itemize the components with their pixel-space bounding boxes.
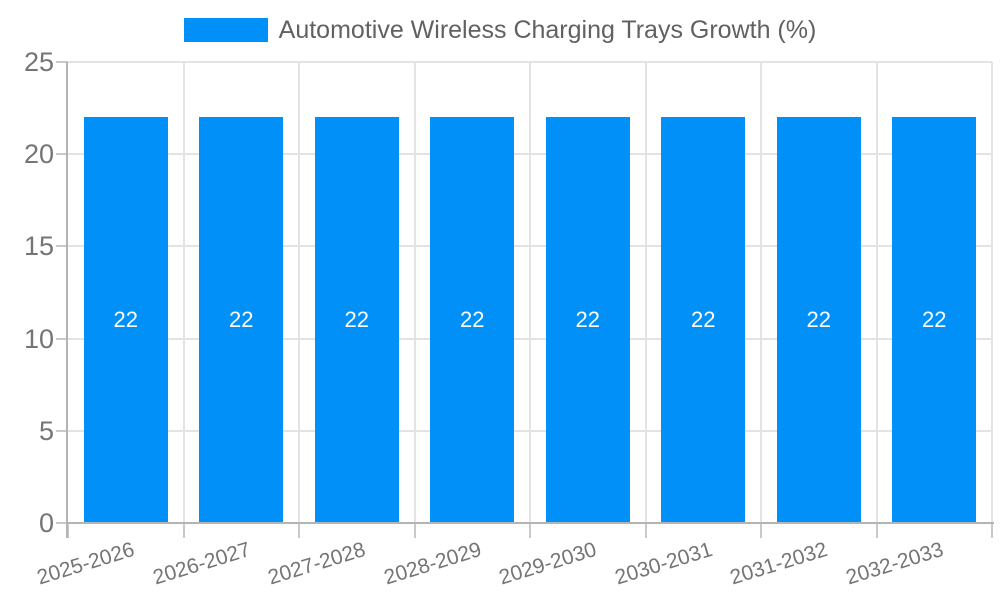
legend-label: Automotive Wireless Charging Trays Growt…: [278, 16, 817, 44]
x-tick-mark: [760, 523, 762, 538]
y-tick-mark: [56, 153, 68, 156]
y-axis-tick-label: 0: [38, 508, 54, 538]
x-gridline: [991, 62, 993, 523]
bar-value-label: 22: [229, 307, 254, 333]
x-axis-tick-label: 2026-2027: [150, 538, 253, 590]
bar-value-label: 22: [806, 307, 831, 333]
y-tick-mark: [56, 245, 68, 248]
x-axis-line: [66, 522, 994, 524]
bar-2027-2028[interactable]: [314, 117, 399, 523]
x-axis-tick-label: 2031-2032: [727, 538, 831, 590]
bar-2026-2027[interactable]: [199, 117, 284, 523]
bar-2029-2030[interactable]: [545, 117, 630, 523]
x-tick-mark: [298, 523, 300, 538]
bar-value-label: 22: [575, 307, 600, 333]
y-axis-tick-label: 20: [23, 139, 54, 170]
x-tick-mark: [991, 523, 993, 538]
y-axis-tick-label: 10: [23, 323, 54, 354]
y-tick-mark: [56, 522, 68, 524]
y-tick-mark: [56, 61, 68, 63]
x-gridline: [760, 62, 762, 523]
y-axis-tick-label: 5: [38, 415, 54, 446]
bar-value-label: 22: [460, 307, 485, 333]
bar-2030-2031[interactable]: [661, 117, 746, 523]
bar-2031-2032[interactable]: [776, 117, 861, 523]
x-axis-tick-label: 2025-2026: [34, 538, 138, 590]
bar-value-label: 22: [691, 307, 716, 333]
x-tick-mark: [413, 523, 416, 538]
x-tick-mark: [875, 523, 878, 538]
x-axis-tick-label: 2029-2030: [496, 538, 600, 590]
x-axis-tick-label: 2027-2028: [265, 538, 369, 590]
y-tick-mark: [56, 337, 68, 340]
x-gridline: [529, 62, 531, 523]
chart-legend[interactable]: Automotive Wireless Charging Trays Growt…: [0, 16, 1000, 44]
bar-2032-2033[interactable]: [892, 117, 977, 523]
x-axis-tick-label: 2030-2031: [612, 538, 715, 590]
bar-value-label: 22: [113, 307, 138, 333]
bar-2025-2026[interactable]: [83, 117, 168, 523]
x-gridline: [182, 62, 185, 523]
x-tick-mark: [182, 523, 185, 538]
x-tick-mark: [67, 523, 69, 538]
x-gridline: [875, 62, 878, 523]
y-axis-tick-label: 15: [23, 231, 54, 262]
x-gridline: [413, 62, 416, 523]
x-axis-tick-label: 2028-2029: [381, 538, 484, 590]
y-axis-tick-label: 25: [23, 47, 54, 77]
bar-value-label: 22: [922, 307, 947, 333]
y-axis-line: [66, 62, 68, 538]
bar-2028-2029[interactable]: [430, 117, 515, 523]
x-tick-mark: [644, 523, 647, 538]
legend-swatch[interactable]: [183, 18, 268, 42]
bar-value-label: 22: [344, 307, 369, 333]
x-gridline: [644, 62, 647, 523]
x-axis-tick-label: 2032-2033: [843, 538, 946, 590]
y-tick-mark: [56, 429, 68, 432]
x-tick-mark: [529, 523, 531, 538]
x-gridline: [298, 62, 300, 523]
